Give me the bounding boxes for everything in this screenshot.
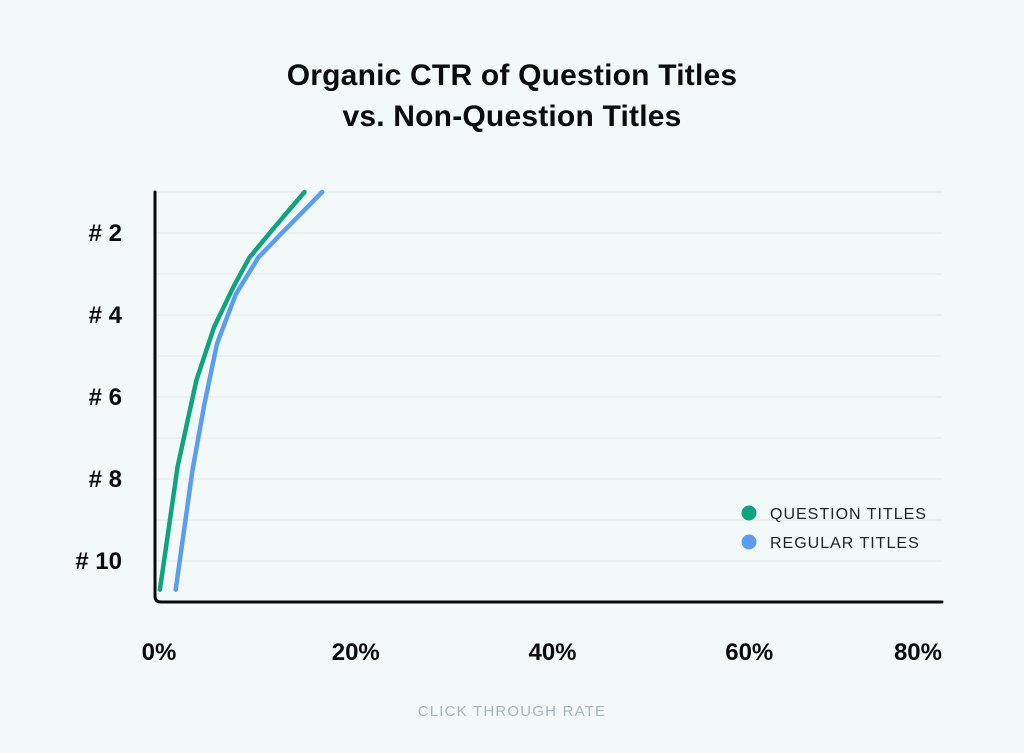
x-tick-label: 20%	[332, 639, 380, 666]
legend-label-regular-titles: REGULAR TITLES	[770, 535, 920, 552]
x-tick-label: 0%	[142, 639, 177, 666]
chart-title-line-2: vs. Non-Question Titles	[342, 100, 682, 133]
y-tick-label: # 2	[89, 220, 122, 247]
x-tick-label: 40%	[528, 639, 576, 666]
y-tick-label: # 6	[89, 384, 122, 411]
y-tick-label: # 4	[89, 302, 123, 329]
x-axis-label: CLICK THROUGH RATE	[417, 703, 607, 720]
legend-marker-regular-titles	[741, 534, 757, 550]
legend-marker-question-titles	[741, 505, 757, 521]
y-tick-label: # 10	[75, 548, 122, 575]
chart-title-line-1: Organic CTR of Question Titles	[286, 59, 738, 92]
axis-lines	[153, 190, 944, 604]
x-tick-label: 80%	[894, 639, 942, 666]
y-tick-label: # 8	[89, 466, 122, 493]
series-line-regular-titles	[173, 189, 325, 592]
x-tick-label: 60%	[725, 639, 773, 666]
legend-label-question-titles: QUESTION TITLES	[770, 506, 927, 523]
series-line-question-titles	[157, 189, 307, 592]
